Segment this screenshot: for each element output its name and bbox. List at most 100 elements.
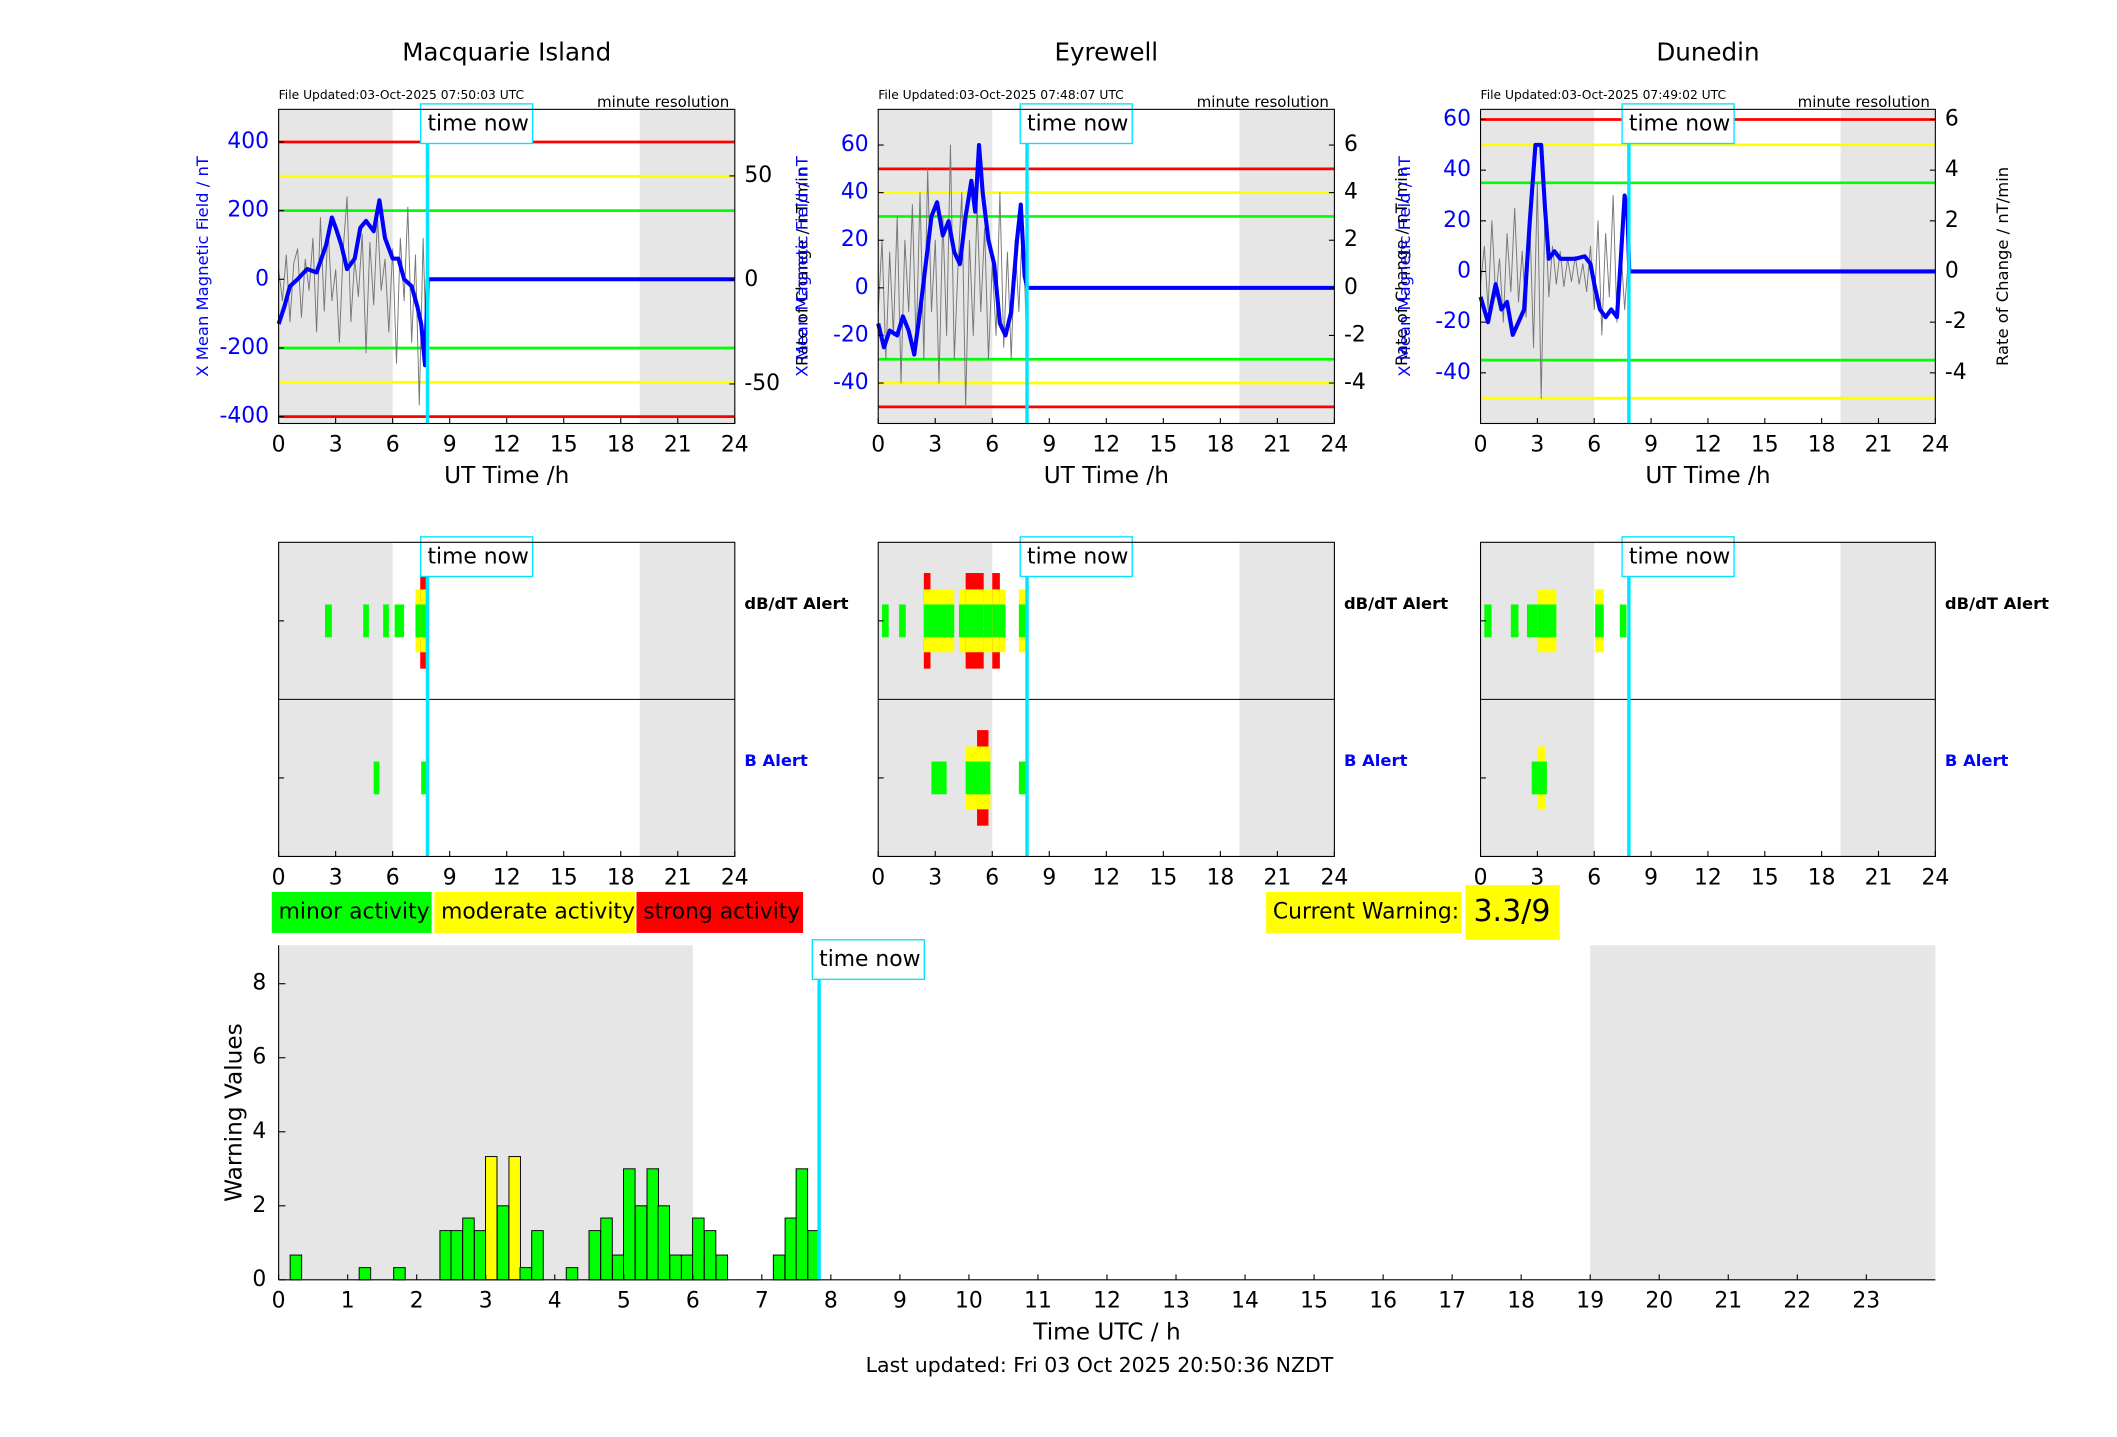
warning-bar (508, 1156, 521, 1281)
x-tick-label: 9 (443, 432, 457, 457)
warning-bar (623, 1168, 636, 1281)
x-tick-label: 18 (1206, 865, 1234, 890)
warning-value-box (1465, 885, 1560, 940)
alert-segment (930, 604, 955, 638)
x-tick-label: 18 (1507, 1289, 1535, 1314)
x-tick-label: 5 (617, 1289, 631, 1314)
warning-bar (519, 1267, 532, 1281)
alert-segment (931, 761, 947, 795)
x-tick-label: 24 (1320, 432, 1348, 457)
x-tick-label: 0 (272, 1289, 286, 1314)
y-tick-label: 0 (255, 266, 269, 291)
alert-segment (1018, 604, 1027, 638)
x-tick-label: 20 (1645, 1289, 1673, 1314)
x-tick-label: 3 (329, 432, 343, 457)
warning-bar (565, 1267, 579, 1281)
night-shade (639, 109, 735, 424)
time-now-label: time now (1027, 544, 1128, 569)
y2-axis-label: Rate of Change / nT/min (1993, 167, 2012, 366)
warning-bar (612, 1254, 625, 1281)
x-tick-label: 19 (1576, 1289, 1604, 1314)
alert-segment (373, 761, 380, 795)
time-now-box (1019, 536, 1133, 578)
x-tick-label: 6 (985, 865, 999, 890)
warning-bar (531, 1230, 544, 1281)
x-tick-label: 3 (329, 865, 343, 890)
x-tick-label: 12 (1092, 865, 1120, 890)
y2-tick-label: 0 (1344, 275, 1358, 300)
field-line (276, 198, 735, 368)
time-now-label: time now (427, 544, 528, 569)
y-tick-label: 40 (1443, 157, 1471, 182)
x-tick-label: 8 (824, 1289, 838, 1314)
x-tick-label: 12 (1093, 1289, 1121, 1314)
x-tick-label: 3 (928, 865, 942, 890)
x-tick-label: 18 (1808, 865, 1836, 890)
alert-segment (1595, 604, 1604, 638)
time-now-box (419, 103, 534, 145)
file-note: File Updated:03-Oct-2025 07:48:07 UTC (878, 88, 1124, 102)
y-tick-label: 200 (227, 198, 269, 223)
x-tick-label: 13 (1162, 1289, 1190, 1314)
y2-tick-label: -4 (1945, 360, 1967, 385)
alert-segment (992, 604, 1000, 638)
y-axis-label: X Mean Magnetic Field / nT (1395, 155, 1414, 377)
warning-bar (588, 1230, 602, 1281)
y2-tick-label: 2 (1344, 227, 1358, 252)
warning-value: 3.3/9 (1473, 894, 1550, 929)
x-tick-label: 21 (664, 865, 692, 890)
x-tick-label: 10 (955, 1289, 983, 1314)
warning-bar (681, 1254, 694, 1281)
file-note: File Updated:03-Oct-2025 07:49:02 UTC (1481, 88, 1727, 102)
warning-bar (646, 1168, 659, 1281)
x-tick-label: 9 (1042, 865, 1056, 890)
warning-bar (703, 1230, 717, 1281)
x-tick-label: 6 (686, 1289, 700, 1314)
file-note: File Updated:03-Oct-2025 07:50:03 UTC (279, 88, 524, 102)
y2-tick-label: -50 (744, 371, 780, 396)
y-axis-label: X Mean Magnetic Field / nT (193, 155, 212, 377)
y2-tick-label: 0 (744, 267, 758, 292)
alert-segment (1537, 604, 1557, 638)
x-tick-label: 15 (550, 432, 578, 457)
warning-bar (669, 1254, 682, 1281)
time-now-box (1621, 103, 1735, 145)
time-now-label: time now (819, 947, 920, 972)
time-now-label: time now (1629, 544, 1730, 569)
y-tick-label: -20 (833, 322, 869, 347)
y-tick-label: 6 (252, 1045, 266, 1070)
chart-title: Dunedin (1656, 37, 1759, 66)
x-tick-label: 2 (410, 1289, 424, 1314)
y-axis-label: X Mean Magnetic Field / nT (793, 155, 812, 377)
x-tick-label: 12 (493, 865, 521, 890)
warning-bar (657, 1205, 671, 1281)
y2-tick-label: 50 (744, 163, 772, 188)
time-now-label: time now (427, 111, 528, 136)
x-tick-label: 3 (1530, 865, 1544, 890)
x-tick-label: 15 (1751, 432, 1779, 457)
alert-segment (1537, 761, 1545, 795)
resolution-note: minute resolution (1798, 93, 1930, 111)
row-label: dB/dT Alert (744, 594, 848, 613)
y-tick-label: -40 (833, 370, 869, 395)
alert-segment (421, 761, 427, 795)
y-tick-label: 2 (252, 1193, 266, 1218)
x-tick-label: 0 (871, 432, 885, 457)
footer: Last updated: Fri 03 Oct 2025 20:50:36 N… (866, 1353, 1334, 1377)
x-tick-label: 9 (1644, 865, 1658, 890)
y2-axis-label: Rate of Change / nT/min (1392, 167, 1411, 366)
alert-segment (1018, 761, 1027, 795)
legend-label: strong activity (643, 899, 800, 924)
y-tick-label: -200 (219, 335, 269, 360)
y-tick-label: 40 (841, 180, 869, 205)
alert-segment (882, 604, 889, 638)
alert-segment (899, 604, 906, 638)
legend-label: moderate activity (441, 899, 635, 924)
warning-bar (473, 1230, 487, 1281)
x-axis-label: UT Time /h (1645, 462, 1770, 489)
y2-tick-label: -2 (1344, 322, 1366, 347)
x-tick-label: 9 (1644, 432, 1658, 457)
x-tick-label: 24 (1921, 865, 1949, 890)
warning-bar (393, 1267, 406, 1281)
x-axis-label: UT Time /h (1044, 462, 1169, 489)
